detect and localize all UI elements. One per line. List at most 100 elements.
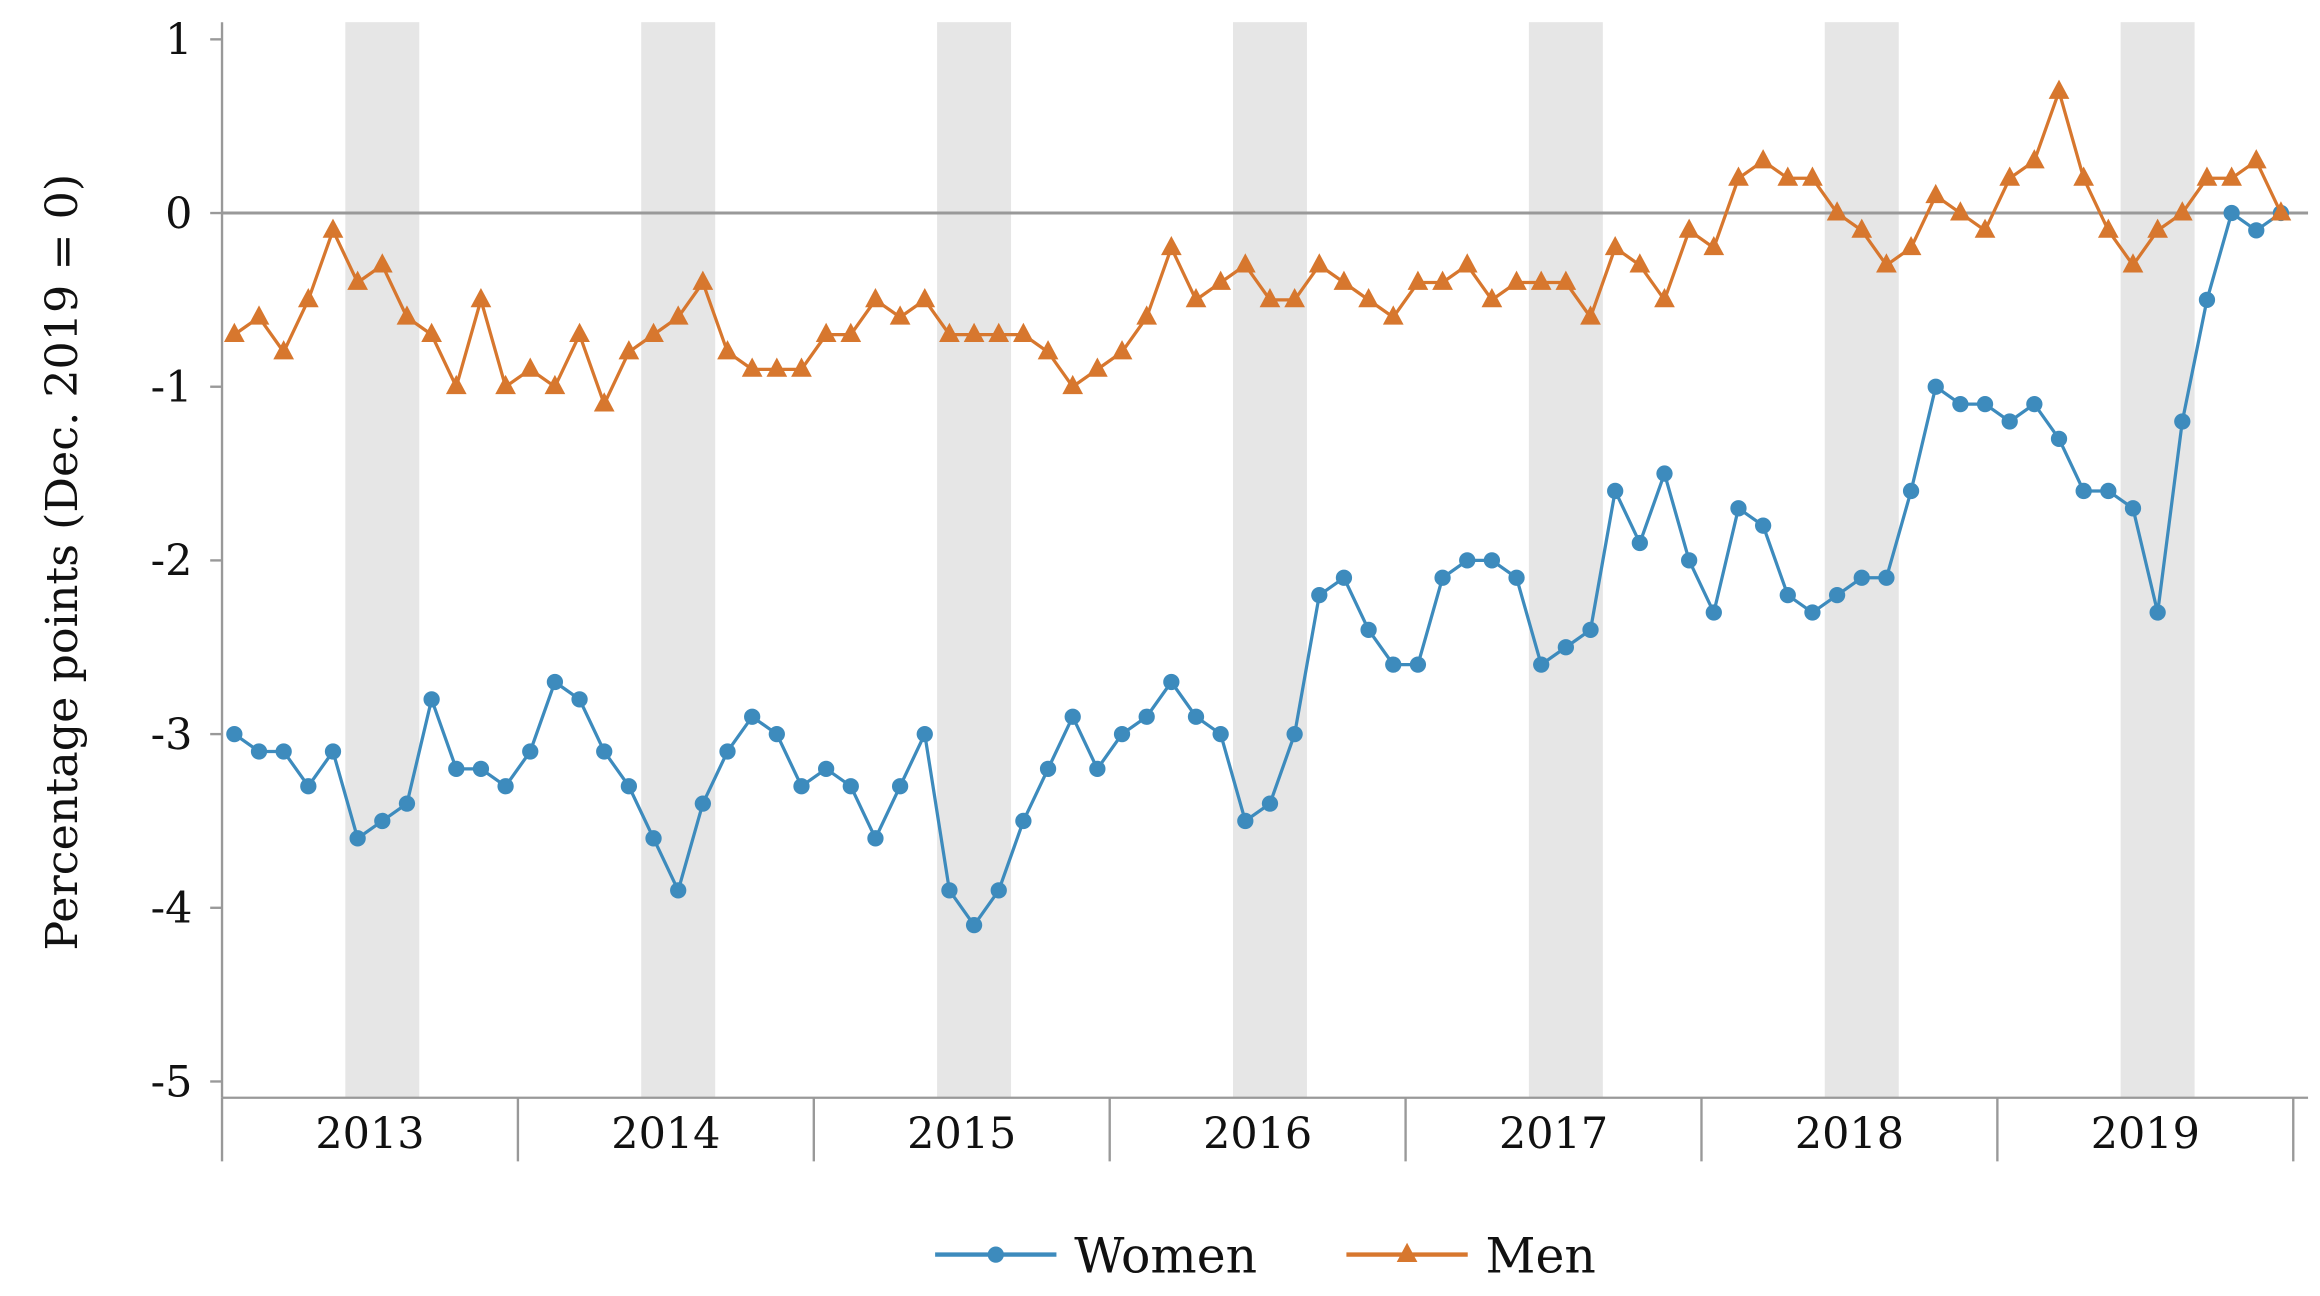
summer-shading	[345, 22, 2195, 1098]
data-point	[2100, 482, 2117, 500]
data-point	[322, 218, 344, 238]
data-point	[891, 778, 909, 795]
data-point	[1802, 166, 1823, 186]
data-point	[941, 882, 958, 899]
data-point	[694, 795, 711, 812]
data-point	[1703, 235, 1725, 256]
data-point	[1678, 218, 1700, 238]
data-point	[2124, 500, 2142, 517]
data-point	[2221, 166, 2242, 186]
data-point	[793, 778, 810, 795]
data-point	[1432, 270, 1453, 290]
data-point	[226, 725, 243, 743]
data-point	[2198, 291, 2216, 309]
data-point	[1037, 340, 1059, 360]
data-point	[2248, 222, 2265, 239]
data-point	[1382, 305, 1404, 325]
data-point	[1212, 725, 1229, 743]
data-point	[1804, 604, 1821, 621]
data-point	[1284, 288, 1305, 308]
data-point	[1557, 639, 1574, 656]
data-point	[1754, 517, 1772, 534]
data-point	[1631, 534, 1648, 552]
data-point	[1237, 812, 1254, 830]
data-point	[569, 322, 590, 343]
data-point	[396, 305, 418, 325]
data-point	[593, 392, 615, 412]
data-point	[1089, 760, 1106, 777]
y-tick-label: -1	[151, 363, 193, 413]
data-point	[741, 357, 763, 377]
x-tick-label: 2015	[907, 1109, 1016, 1159]
data-point	[297, 288, 319, 308]
data-point	[1752, 149, 1774, 169]
data-point	[965, 917, 983, 934]
data-point	[1681, 552, 1698, 569]
data-point	[1878, 569, 1895, 586]
y-tick-label: -4	[151, 884, 193, 934]
data-point	[1335, 569, 1353, 586]
data-point	[1999, 166, 2021, 186]
shaded-band-2017	[1528, 22, 1603, 1098]
data-point	[1259, 288, 1281, 308]
data-point	[2196, 166, 2218, 186]
data-point	[546, 673, 564, 691]
data-point	[1555, 270, 1577, 290]
data-point	[2147, 218, 2168, 238]
data-point	[1927, 378, 1944, 395]
data-point	[939, 322, 960, 343]
y-tick-label: -3	[151, 710, 193, 760]
data-point	[768, 725, 785, 743]
data-point	[914, 288, 936, 308]
data-point	[250, 743, 268, 760]
legend-marker-women	[987, 1246, 1004, 1263]
data-point	[324, 743, 342, 760]
data-point	[300, 778, 317, 795]
data-point	[717, 340, 738, 360]
data-point	[1728, 166, 1749, 186]
data-point	[1779, 587, 1796, 604]
data-point	[1138, 708, 1155, 725]
data-point	[275, 743, 292, 760]
data-point	[867, 830, 884, 847]
data-point	[374, 812, 391, 830]
data-point	[371, 253, 393, 273]
x-tick-label: 2016	[1203, 1109, 1312, 1159]
data-point	[2097, 218, 2119, 238]
shaded-band-2015	[937, 22, 1012, 1098]
data-point	[840, 322, 862, 343]
data-point	[2026, 395, 2043, 413]
data-point	[1530, 270, 1552, 290]
data-point	[889, 305, 911, 325]
data-point	[865, 288, 886, 308]
y-tick-label: 0	[165, 189, 192, 239]
data-point	[1111, 340, 1133, 360]
y-ticks: 1 0 -1 -2 -3 -4 -5	[151, 15, 223, 1107]
data-point	[1261, 795, 1279, 812]
data-point	[347, 270, 368, 290]
y-axis-label: Percentage points (Dec. 2019 = 0)	[37, 174, 88, 951]
data-point	[2270, 201, 2292, 221]
data-point	[1308, 253, 1330, 273]
data-point	[497, 778, 514, 795]
data-point	[1604, 235, 1626, 256]
shaded-band-2019	[2120, 22, 2195, 1098]
data-point	[1952, 395, 1969, 413]
data-point	[522, 743, 539, 760]
x-ticks: 2013 2014 2015 2016 2017 2018 2019	[220, 1097, 2295, 1162]
data-point	[2050, 430, 2068, 447]
data-point	[1311, 587, 1328, 604]
data-point	[224, 322, 245, 343]
data-point	[1481, 288, 1503, 308]
x-tick-label: 2017	[1499, 1109, 1608, 1159]
data-point	[445, 374, 467, 395]
data-point	[667, 305, 689, 325]
data-point	[1656, 465, 1673, 482]
data-point	[1853, 569, 1870, 586]
legend-label-women: Women	[1074, 1227, 1257, 1284]
data-point	[1187, 708, 1205, 725]
data-point	[1234, 253, 1256, 273]
data-point	[1826, 201, 1848, 221]
series-men	[224, 79, 2292, 412]
